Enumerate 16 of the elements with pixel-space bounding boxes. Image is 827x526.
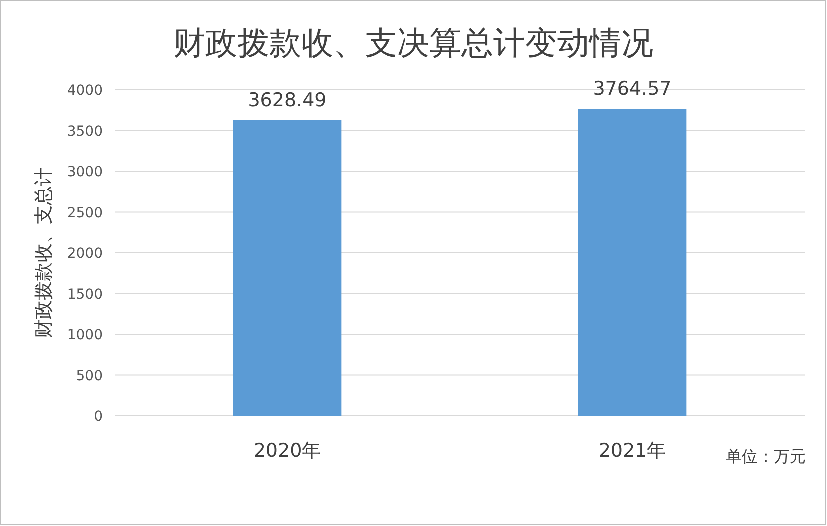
y-axis-title: 财政拨款收、支总计 [33,168,55,338]
y-tick-label: 3500 [67,124,103,140]
y-tick-label: 1000 [67,328,103,344]
y-tick-label: 2500 [67,205,103,222]
y-tick-label: 4000 [67,83,103,99]
data-label: 3764.57 [593,78,672,100]
y-tick-label: 500 [76,368,103,384]
x-tick-label: 2020年 [254,440,322,462]
data-label: 3628.49 [248,89,327,112]
y-tick-label: 2000 [67,246,103,262]
y-tick-label: 1500 [67,286,103,303]
text: 单位：万元 [726,447,806,466]
y-tick-label: 3000 [67,164,103,180]
x-tick-label: 2021年 [598,440,666,462]
y-tick-label: 0 [94,409,103,425]
chart-title: 财政拨款收、支决算总计变动情况 [174,24,654,62]
